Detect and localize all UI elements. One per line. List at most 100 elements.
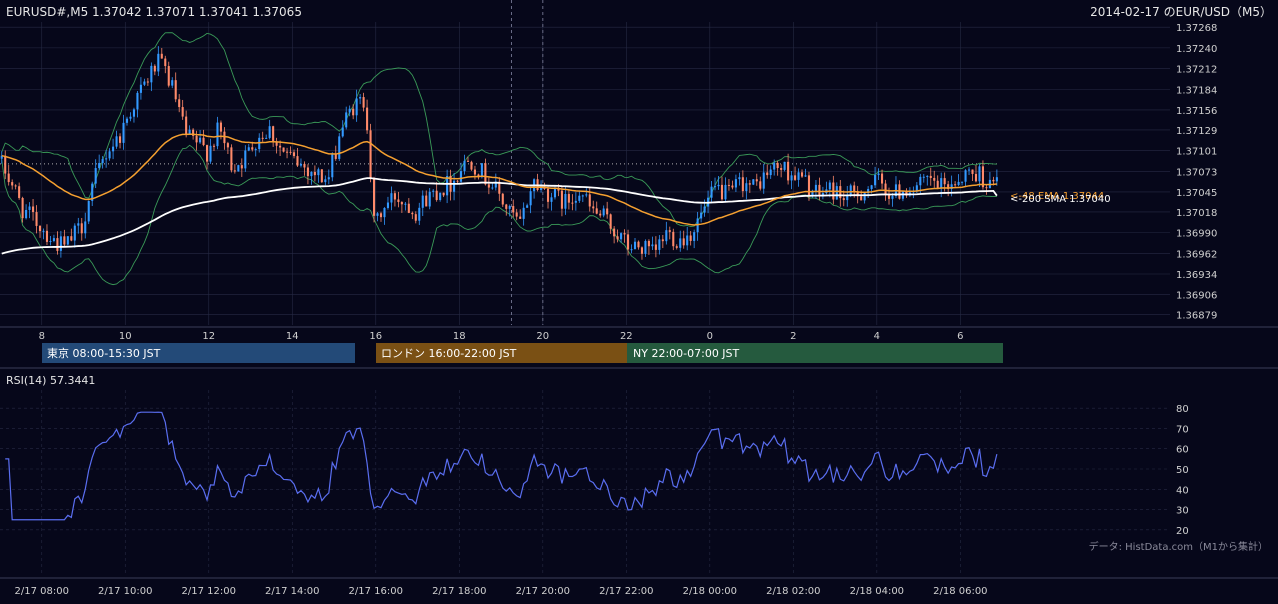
candle-body <box>567 193 570 203</box>
candle-body <box>428 191 431 207</box>
candle-body <box>125 118 129 123</box>
candle-body <box>553 187 557 198</box>
candle-body <box>484 163 487 185</box>
candle-body <box>491 187 494 189</box>
candle-body <box>87 200 90 222</box>
candle-body <box>178 99 181 108</box>
candle-body <box>216 122 219 147</box>
candle-body <box>192 129 195 136</box>
candle-body <box>919 176 922 186</box>
candle-body <box>630 249 633 251</box>
rsi-x-tick-label: 2/18 02:00 <box>766 586 820 597</box>
candle-body <box>7 173 10 183</box>
candle-body <box>773 162 776 170</box>
candle-body <box>790 175 793 181</box>
candle-body <box>849 185 852 195</box>
candle-body <box>272 126 275 142</box>
candle-body <box>209 145 212 162</box>
candle-body <box>929 175 932 178</box>
candle-body <box>926 175 929 177</box>
candle-body <box>794 175 797 180</box>
candle-body <box>654 244 657 250</box>
candle-body <box>884 183 887 196</box>
price-tick-label: 1.37073 <box>1176 167 1217 178</box>
symbol-ohlc: EURUSD#,M5 1.37042 1.37071 1.37041 1.370… <box>6 5 302 19</box>
candle-body <box>282 147 285 152</box>
candle-body <box>18 186 21 198</box>
candle-body <box>226 143 229 148</box>
candle-body <box>800 172 804 177</box>
candle-body <box>762 172 765 189</box>
rsi-x-tick-label: 2/18 00:00 <box>683 586 737 597</box>
candle-body <box>4 155 7 174</box>
candle-body <box>265 137 268 139</box>
candle-body <box>950 184 953 189</box>
candle-body <box>494 181 497 188</box>
candle-body <box>136 92 139 110</box>
candle-body <box>818 184 821 196</box>
candle-body <box>418 207 421 221</box>
rsi-x-tick-label: 2/17 22:00 <box>599 586 653 597</box>
candle-body <box>376 213 379 216</box>
candle-body <box>686 235 689 246</box>
candle-body <box>505 204 508 209</box>
candle-body <box>313 171 316 176</box>
rsi-x-tick-label: 2/17 10:00 <box>98 586 152 597</box>
candle-body <box>456 180 459 182</box>
candle-body <box>512 206 515 213</box>
candle-body <box>404 203 407 205</box>
candle-body <box>933 177 936 181</box>
candle-body <box>515 212 518 217</box>
bollinger-upper <box>1 32 997 227</box>
candle-body <box>292 152 296 157</box>
candle-body <box>205 145 209 162</box>
candle-body <box>995 177 998 182</box>
rsi-tick-label: 70 <box>1176 424 1189 435</box>
rsi-line <box>5 411 998 521</box>
rsi-tick-label: 20 <box>1176 526 1189 537</box>
candle-body <box>21 197 24 219</box>
price-x-tick-label: 10 <box>119 331 132 342</box>
candle-body <box>766 172 769 176</box>
candle-body <box>755 179 758 182</box>
candle-body <box>759 181 762 189</box>
price-x-tick-label: 4 <box>874 331 880 342</box>
candle-body <box>390 193 393 203</box>
candle-body <box>752 179 755 185</box>
candle-body <box>352 108 355 116</box>
candle-body <box>546 188 550 202</box>
candle-body <box>776 162 779 169</box>
price-tick-label: 1.37268 <box>1176 23 1217 34</box>
candle-body <box>14 185 17 187</box>
candle-body <box>954 184 957 186</box>
candle-body <box>967 169 971 171</box>
price-tick-label: 1.37018 <box>1176 208 1217 219</box>
candle-body <box>66 236 69 245</box>
rsi-tick-label: 80 <box>1176 404 1189 415</box>
candle-body <box>668 230 671 232</box>
candle-body <box>459 171 463 182</box>
candle-body <box>978 166 981 182</box>
rsi-x-tick-label: 2/18 04:00 <box>850 586 904 597</box>
candle-body <box>560 190 563 209</box>
candle-body <box>877 173 880 176</box>
candle-body <box>195 135 198 143</box>
candle-body <box>487 184 490 188</box>
candle-body <box>80 223 83 234</box>
price-x-tick-label: 16 <box>369 331 382 342</box>
candle-body <box>828 182 831 190</box>
candle-body <box>202 137 205 146</box>
candle-body <box>279 145 282 148</box>
candle-body <box>807 175 811 196</box>
candle-body <box>856 191 859 197</box>
rsi-tick-label: 40 <box>1176 485 1189 496</box>
candle-body <box>425 195 428 207</box>
price-tick-label: 1.36934 <box>1176 270 1217 281</box>
candle-body <box>682 238 685 246</box>
candle-body <box>32 206 35 213</box>
candle-body <box>407 203 410 213</box>
price-tick-label: 1.37045 <box>1176 188 1217 199</box>
candle-body <box>299 163 303 166</box>
candle-body <box>592 206 595 209</box>
candle-body <box>143 81 146 85</box>
